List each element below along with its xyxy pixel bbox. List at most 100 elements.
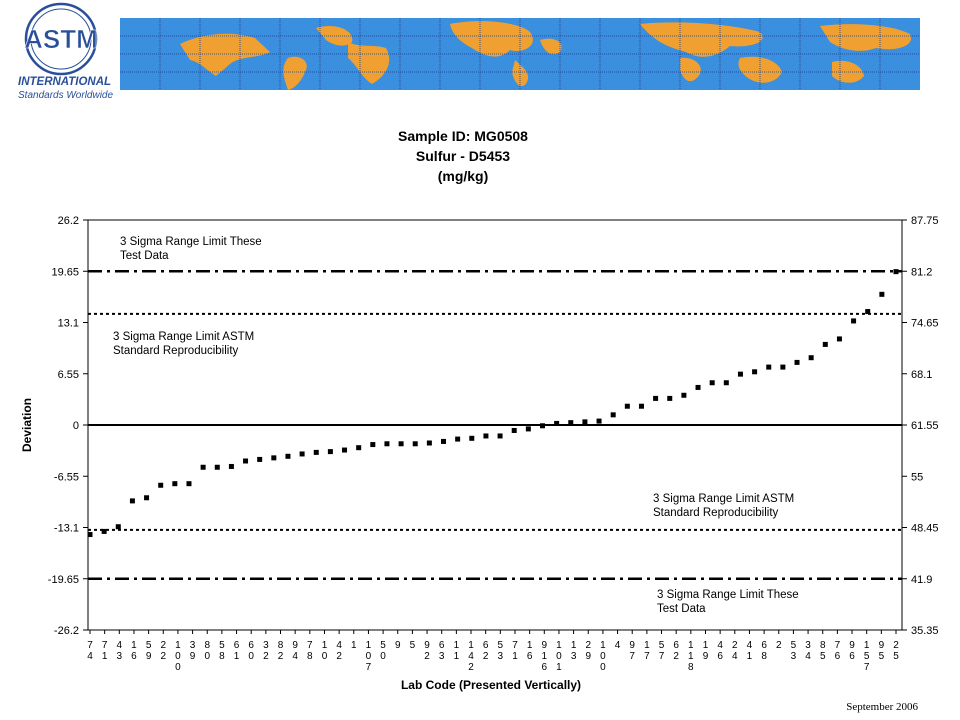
data-point (313, 449, 319, 455)
x-tick-label-char: 7 (366, 662, 372, 673)
x-tick-label-char: 5 (410, 640, 416, 651)
sigma-annotation: 3 Sigma Range Limit ASTM (113, 331, 254, 343)
x-tick-label-char: 2 (673, 651, 679, 662)
x-tick-label-char: 9 (395, 640, 401, 651)
data-point (879, 291, 885, 297)
x-tick-label-char: 2 (893, 640, 899, 651)
sigma-annotation: Test Data (657, 603, 706, 615)
data-point (87, 532, 93, 538)
data-point (638, 403, 644, 409)
logo-ring-outer (24, 2, 98, 76)
x-tick-label-char: 7 (659, 651, 665, 662)
data-point (158, 482, 164, 488)
sigma-annotation: Standard Reproducibility (113, 345, 239, 357)
x-tick-label-char: 9 (424, 640, 430, 651)
data-point (426, 440, 432, 446)
data-point (596, 418, 602, 424)
x-tick-label-char: 6 (483, 640, 489, 651)
chart-title-line: Sulfur - D5453 (416, 148, 510, 164)
x-tick-label-char: 8 (204, 640, 210, 651)
data-point (723, 380, 729, 386)
data-point (893, 269, 899, 275)
data-point (200, 464, 206, 470)
x-tick-label-char: 1 (864, 640, 870, 651)
x-tick-label-char: 1 (556, 662, 562, 673)
x-tick-label-char: 4 (87, 651, 93, 662)
x-tick-label-char: 6 (761, 640, 767, 651)
y-tick-label-left: -26.2 (54, 625, 79, 637)
x-tick-label-char: 6 (542, 662, 548, 673)
data-point (370, 442, 376, 448)
x-tick-label-char: 5 (498, 640, 504, 651)
x-tick-label-char: 3 (439, 651, 445, 662)
logo-text: ASTM (24, 24, 98, 54)
data-point (384, 441, 390, 447)
x-tick-label-char: 7 (629, 651, 635, 662)
logo-ring-inner (30, 8, 92, 70)
x-tick-label-char: 6 (234, 640, 240, 651)
y-tick-label-right: 74.65 (911, 318, 939, 330)
x-tick-label-char: 6 (248, 640, 254, 651)
world-map-banner (120, 18, 920, 90)
x-tick-label-char: 3 (263, 640, 269, 651)
y-tick-label-right: 68.1 (911, 369, 932, 381)
x-tick-label-char: 1 (571, 640, 577, 651)
x-tick-label-char: 5 (146, 640, 152, 651)
data-point (808, 355, 814, 361)
y-tick-label-left: 6.55 (58, 369, 79, 381)
x-tick-label-char: 3 (791, 651, 797, 662)
footer-date: September 2006 (846, 701, 918, 713)
sigma-annotation: Test Data (120, 250, 169, 262)
x-tick-label-char: 2 (263, 651, 269, 662)
x-tick-label-char: 0 (600, 662, 606, 673)
x-tick-label-char: 0 (556, 651, 562, 662)
x-tick-label-char: 1 (102, 651, 108, 662)
x-tick-label-char: 2 (160, 651, 166, 662)
data-point (822, 341, 828, 347)
data-point (766, 364, 772, 370)
x-tick-label-char: 2 (336, 651, 342, 662)
x-tick-label-char: 2 (776, 640, 782, 651)
x-tick-label-char: 8 (761, 651, 767, 662)
x-tick-label-char: 0 (175, 662, 181, 673)
x-tick-label-char: 7 (87, 640, 93, 651)
x-tick-label-char: 1 (454, 651, 460, 662)
x-tick-label-char: 8 (219, 651, 225, 662)
x-tick-label-char: 4 (732, 651, 738, 662)
x-tick-label-char: 7 (102, 640, 108, 651)
chart-title-line: Sample ID: MG0508 (398, 128, 528, 144)
data-point (525, 426, 531, 432)
x-tick-label-char: 1 (351, 640, 357, 651)
x-tick-label-char: 5 (864, 651, 870, 662)
y-tick-label-right: 55 (911, 471, 923, 483)
logo-org: INTERNATIONAL (18, 76, 111, 88)
x-tick-label-char: 2 (424, 651, 430, 662)
data-point (851, 318, 857, 324)
x-tick-label-char: 1 (512, 651, 518, 662)
x-tick-label-char: 6 (717, 651, 723, 662)
x-tick-label-char: 0 (600, 651, 606, 662)
data-point (554, 420, 560, 426)
x-tick-label-char: 6 (673, 640, 679, 651)
x-tick-label-char: 1 (366, 640, 372, 651)
logo-tagline: Standards Worldwide (18, 90, 113, 101)
x-tick-label-char: 1 (454, 640, 460, 651)
x-tick-label-char: 8 (278, 640, 284, 651)
x-tick-label-char: 5 (820, 651, 826, 662)
x-tick-label-char: 1 (175, 640, 181, 651)
x-tick-label-char: 4 (117, 640, 123, 651)
y-tick-label-right: 35.35 (911, 625, 939, 637)
x-axis-label: Lab Code (Presented Vertically) (401, 678, 581, 692)
data-point (214, 464, 220, 470)
x-tick-label-char: 2 (278, 651, 284, 662)
y-tick-label-right: 61.55 (911, 420, 939, 432)
x-tick-label-char: 1 (688, 640, 694, 651)
x-tick-label-char: 1 (131, 640, 137, 651)
data-point (582, 419, 588, 425)
x-tick-label-char: 1 (600, 640, 606, 651)
data-point (455, 436, 461, 442)
data-point (737, 371, 743, 377)
data-point (865, 309, 871, 315)
sigma-annotation: 3 Sigma Range Limit These (657, 589, 799, 601)
map-grid (120, 18, 920, 90)
